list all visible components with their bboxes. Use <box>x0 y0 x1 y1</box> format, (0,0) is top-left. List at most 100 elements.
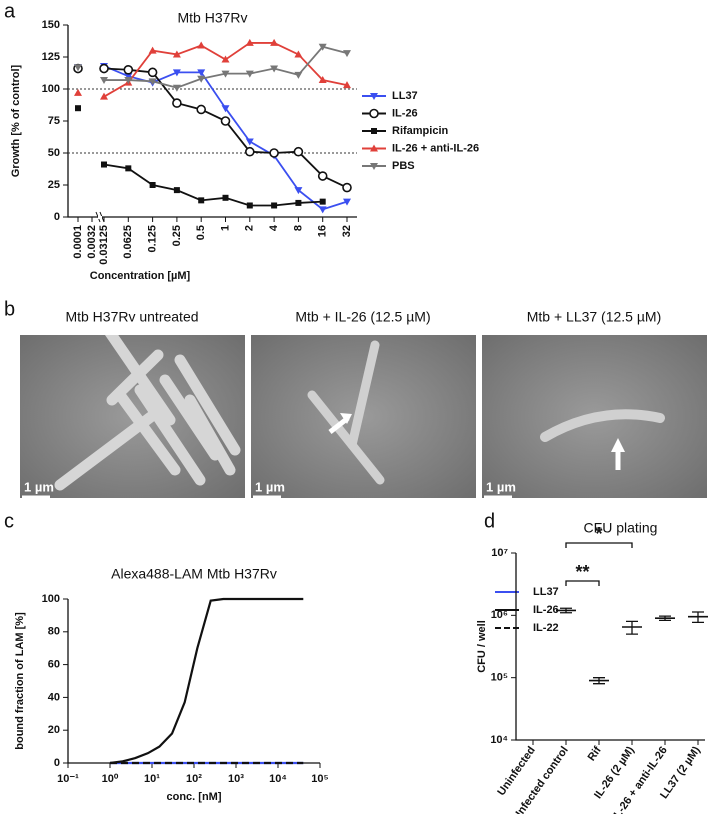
x-tick-label: 4 <box>268 224 280 231</box>
legend-label: IL-26 <box>392 107 418 119</box>
series-line <box>103 65 348 211</box>
marker <box>196 104 206 115</box>
y-tick-label: 0 <box>54 211 60 223</box>
marker <box>342 182 352 193</box>
marker <box>343 198 351 206</box>
y-tick-label: 80 <box>48 626 60 638</box>
x-tick-label: 0.0625 <box>122 225 134 259</box>
marker <box>197 69 206 77</box>
marker <box>147 67 158 78</box>
y-axis-label: CFU / well <box>476 620 488 673</box>
scale-label: 1 µm <box>255 479 285 494</box>
marker <box>294 50 303 58</box>
legend-label: Rifampicin <box>392 125 449 137</box>
marker <box>172 98 182 108</box>
marker <box>270 65 279 73</box>
marker <box>74 88 82 96</box>
x-tick-label: 0.125 <box>147 225 159 253</box>
marker <box>294 187 303 195</box>
marker <box>99 63 109 74</box>
marker <box>125 165 132 172</box>
axis <box>67 25 357 218</box>
x-tick-label: 10² <box>186 773 202 785</box>
y-tick-label: 60 <box>48 659 60 671</box>
marker <box>222 194 229 201</box>
marker <box>100 77 108 85</box>
y-tick-label: 100 <box>42 83 60 95</box>
legend-label: IL-22 <box>533 622 559 634</box>
x-tick-label: 0.0001 <box>72 225 84 259</box>
x-tick-label: 2 <box>244 225 256 231</box>
legend-label: IL-26 + anti-IL-26 <box>392 142 479 154</box>
y-tick-label: 20 <box>48 724 60 736</box>
marker <box>317 171 328 181</box>
panel-label: a <box>4 0 16 22</box>
marker <box>343 81 351 89</box>
y-tick-label: 0 <box>54 757 60 769</box>
micrograph-title: Mtb + IL-26 (12.5 µM) <box>295 309 430 325</box>
scale-label: 1 µm <box>486 479 516 494</box>
x-axis-label: Concentration [µM] <box>90 270 191 282</box>
legend-marker <box>371 128 377 134</box>
y-tick-label: 10⁴ <box>490 734 508 746</box>
marker <box>75 105 81 112</box>
y-tick-label: 100 <box>42 593 60 605</box>
y-tick-label: 10⁶ <box>491 609 508 621</box>
legend-label: LL37 <box>392 90 418 102</box>
y-axis-label: bound fraction of LAM [%] <box>14 612 26 750</box>
marker <box>172 84 181 92</box>
legend-marker <box>369 108 379 119</box>
micrograph <box>20 300 245 498</box>
marker <box>294 71 303 79</box>
significance-label: * <box>595 524 602 544</box>
significance-bracket <box>565 542 633 548</box>
marker <box>197 41 206 49</box>
micrograph-title: Mtb + LL37 (12.5 µM) <box>527 309 662 325</box>
axis <box>67 599 320 764</box>
micrograph-title: Mtb H37Rv untreated <box>65 309 198 325</box>
marker <box>124 73 133 81</box>
marker <box>101 161 107 168</box>
x-tick-label: 16 <box>317 225 329 237</box>
marker <box>271 202 278 209</box>
y-tick-label: 10⁵ <box>491 672 508 684</box>
x-tick-label: 10⁰ <box>102 773 119 785</box>
marker <box>295 199 302 206</box>
x-tick-label: 8 <box>292 225 304 231</box>
y-tick-label: 125 <box>42 51 60 63</box>
marker <box>318 206 327 214</box>
axis <box>515 553 705 741</box>
marker <box>198 197 205 204</box>
x-tick-label: 10⁴ <box>269 773 287 785</box>
marker <box>270 38 279 46</box>
marker <box>221 105 230 113</box>
marker <box>74 64 82 72</box>
x-tick-label: 32 <box>341 225 353 237</box>
x-tick-label: 0.5 <box>195 225 207 240</box>
marker <box>319 198 326 205</box>
y-tick-label: 50 <box>48 147 60 159</box>
y-tick-label: 10⁷ <box>491 547 508 559</box>
marker <box>100 92 108 100</box>
significance-label: ** <box>575 562 589 582</box>
marker <box>220 116 231 126</box>
chart-title: Alexa488-LAM Mtb H37Rv <box>111 566 277 582</box>
x-tick-label: 0.0032 <box>86 225 98 259</box>
scale-label: 1 µm <box>24 479 54 494</box>
legend-marker <box>370 163 378 170</box>
marker <box>148 46 157 54</box>
y-axis-label: Growth [% of control] <box>10 64 22 177</box>
panel-label: b <box>4 298 15 320</box>
marker <box>124 77 133 85</box>
x-tick-label: 1 <box>219 225 231 231</box>
x-tick-label: 0.25 <box>171 225 183 246</box>
marker <box>318 76 327 84</box>
marker <box>172 50 181 58</box>
marker <box>245 138 254 146</box>
marker <box>173 187 180 194</box>
marker <box>245 70 254 78</box>
chart-title: CFU plating <box>584 520 658 536</box>
marker <box>245 146 255 157</box>
legend-marker <box>370 144 378 152</box>
marker <box>343 50 351 58</box>
